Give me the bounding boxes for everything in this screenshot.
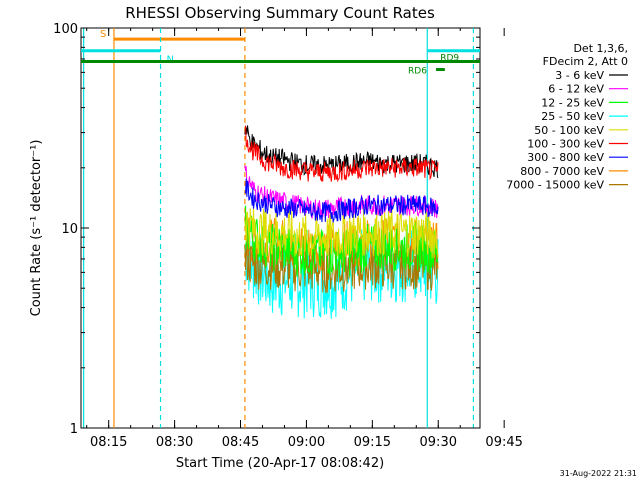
legend-entry-label: 50 - 100 keV [534, 124, 604, 137]
legend-header: FDecim 2, Att 0 [543, 55, 628, 68]
legend-entry-label: 6 - 12 keV [548, 83, 604, 96]
series-line [244, 205, 439, 259]
y-tick-label: 100 [53, 22, 78, 37]
markers-layer: SNRD9RD6 [81, 28, 480, 428]
series-line [244, 125, 439, 183]
series-line [244, 204, 439, 278]
legend-entry-label: 25 - 50 keV [541, 110, 604, 123]
x-tick-label: 09:00 [288, 435, 325, 450]
marker-label: S [100, 29, 106, 40]
x-tick-label: 08:15 [90, 435, 127, 450]
y-tick-label: 1 [70, 422, 78, 437]
y-axis: 1 10 100 [53, 22, 480, 437]
legend-entry-label: 100 - 300 keV [527, 138, 604, 151]
legend-entry-label: 12 - 25 keV [541, 96, 604, 109]
y-tick-label: 10 [61, 222, 78, 237]
y-axis-label: Count Rate (s⁻¹ detector⁻¹) [29, 140, 44, 317]
x-tick-label: 09:15 [354, 435, 391, 450]
green-bar-label: RD6 [408, 67, 427, 77]
series-line [244, 239, 439, 294]
x-tick-label: 08:30 [156, 435, 193, 450]
x-tick-label: 08:45 [222, 435, 259, 450]
x-axis-label: Start Time (20-Apr-17 08:08:42) [176, 456, 384, 471]
legend-header: Det 1,3,6, [573, 42, 628, 55]
x-tick-label: 09:45 [485, 435, 522, 450]
legend-entry-label: 300 - 800 keV [527, 151, 604, 164]
series-layer [244, 125, 439, 319]
x-axis: 08:15 08:30 08:45 09:00 09:15 09:30 09:45 [86, 28, 523, 450]
green-bar-label: RD9 [440, 53, 459, 63]
legend-entry-label: 7000 - 15000 keV [506, 179, 604, 192]
legend-entry-label: 800 - 7000 keV [520, 165, 604, 178]
x-tick-label: 09:30 [420, 435, 457, 450]
footer-timestamp: 31-Aug-2022 21:31 [560, 469, 637, 478]
series-line [244, 178, 439, 224]
legend-entry-label: 3 - 6 keV [555, 69, 604, 82]
chart-title: RHESSI Observing Summary Count Rates [125, 4, 435, 22]
